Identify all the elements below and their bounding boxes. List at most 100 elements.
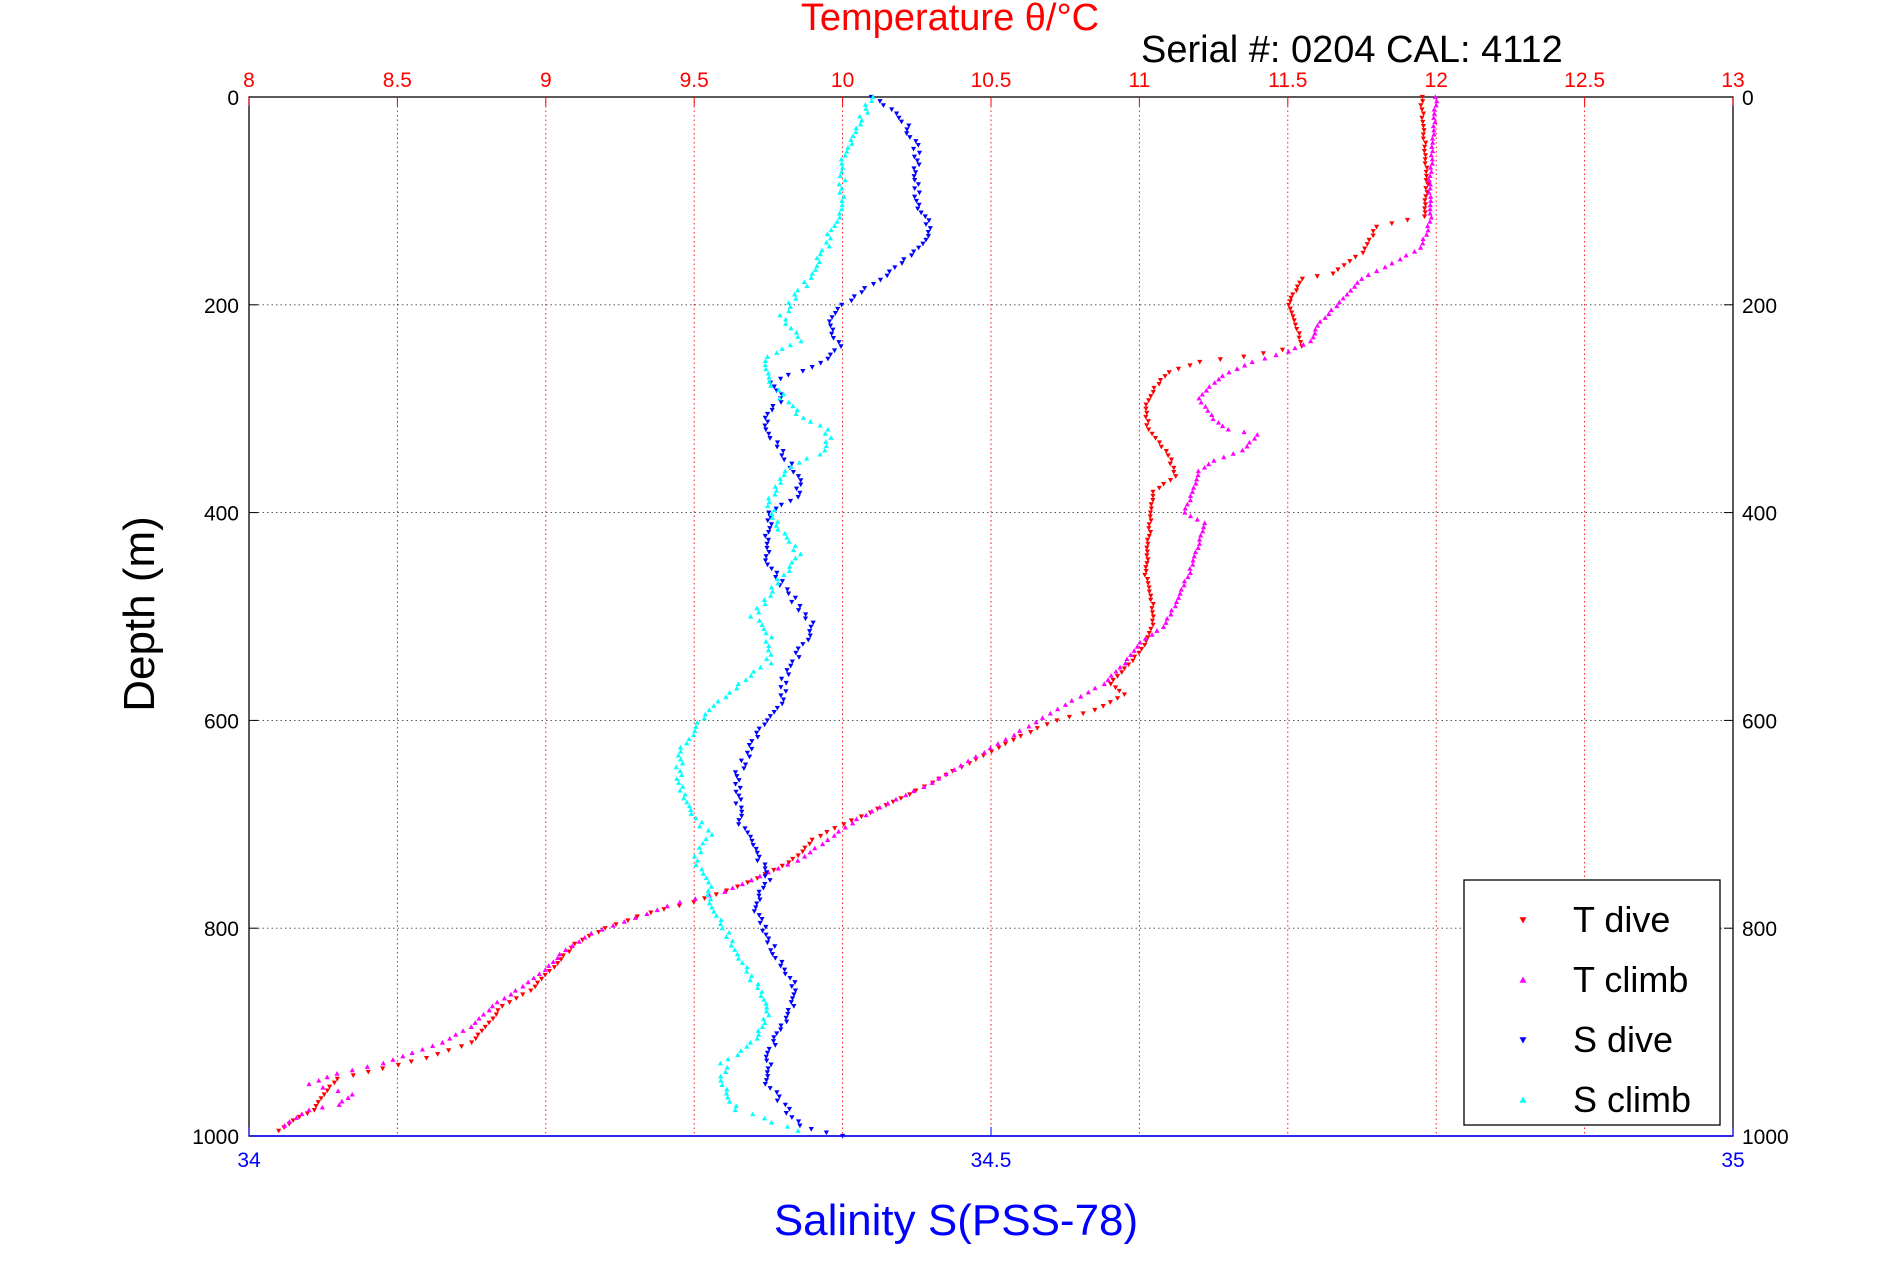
data-point	[1154, 628, 1160, 633]
data-point	[1146, 522, 1152, 527]
data-point	[723, 934, 729, 939]
data-point	[757, 664, 764, 670]
data-point	[1246, 439, 1253, 445]
data-point	[845, 145, 851, 150]
data-point	[682, 791, 688, 797]
data-point	[777, 376, 784, 382]
data-point	[528, 988, 534, 994]
data-point	[1202, 520, 1208, 526]
top-axis-tick-label: 12	[1425, 69, 1448, 92]
data-point	[1362, 246, 1368, 252]
data-point	[691, 732, 697, 738]
data-point	[1312, 330, 1318, 336]
data-point	[735, 955, 742, 961]
data-point	[762, 533, 768, 539]
data-point	[913, 170, 919, 175]
data-point	[1260, 351, 1267, 356]
legend-box	[1463, 879, 1721, 1126]
data-point	[769, 588, 776, 594]
data-point	[1121, 692, 1128, 698]
top-axis-tick-label: 13	[1721, 69, 1744, 92]
data-point	[741, 766, 747, 772]
data-point	[804, 283, 810, 289]
y-axis-label: Depth (m)	[115, 516, 164, 712]
data-point	[809, 837, 815, 843]
data-point	[795, 608, 802, 613]
data-point	[780, 697, 787, 703]
data-point	[1417, 245, 1424, 250]
series-t-dive	[276, 94, 1431, 1134]
data-point	[848, 137, 854, 142]
data-point	[841, 194, 847, 199]
data-point	[531, 975, 537, 981]
data-point	[534, 980, 541, 986]
data-point	[336, 1102, 342, 1107]
data-point	[785, 372, 791, 378]
data-point	[1146, 427, 1152, 433]
data-point	[958, 762, 964, 768]
data-point	[320, 1084, 326, 1090]
data-point	[808, 1126, 814, 1132]
data-point	[827, 235, 834, 241]
data-point	[711, 908, 717, 914]
data-point	[754, 858, 761, 864]
data-point	[632, 915, 638, 920]
data-point	[1167, 461, 1173, 467]
data-point	[1428, 198, 1434, 203]
right-axis-tick-label: 600	[1742, 710, 1777, 733]
data-point	[786, 300, 792, 305]
data-point	[744, 1044, 750, 1049]
data-point	[829, 331, 835, 337]
data-point	[1201, 464, 1208, 470]
data-point	[1285, 348, 1292, 354]
data-point	[778, 963, 784, 969]
data-point	[1322, 315, 1328, 320]
data-point	[1234, 366, 1240, 371]
data-point	[1314, 274, 1320, 279]
data-point	[1078, 693, 1084, 699]
data-point	[661, 907, 667, 912]
serial-cal-subtitle: Serial #: 0204 CAL: 4112	[1141, 29, 1563, 71]
data-point	[713, 913, 719, 918]
data-point	[1145, 635, 1151, 640]
data-point	[1195, 468, 1201, 474]
data-point	[674, 776, 680, 781]
data-point	[1010, 737, 1017, 743]
data-point	[763, 630, 769, 636]
data-point	[1434, 98, 1440, 104]
data-point	[1202, 404, 1209, 409]
data-point	[784, 534, 790, 540]
data-point	[1429, 135, 1436, 141]
data-point	[789, 984, 795, 989]
data-point	[1144, 549, 1150, 555]
data-point	[733, 1103, 739, 1108]
data-point	[807, 629, 813, 634]
data-point	[1112, 685, 1119, 691]
data-point	[785, 1007, 791, 1013]
data-point	[782, 530, 788, 536]
data-point	[754, 605, 760, 611]
data-point	[769, 566, 775, 572]
data-point	[763, 639, 769, 644]
data-point	[1055, 706, 1061, 712]
data-point	[1422, 157, 1428, 162]
data-point	[877, 99, 883, 104]
data-point	[719, 925, 725, 931]
data-point	[831, 348, 838, 354]
data-point	[1382, 264, 1388, 270]
data-point	[703, 836, 709, 842]
data-point	[988, 749, 995, 755]
data-point	[1171, 465, 1177, 471]
data-point	[691, 900, 697, 905]
data-point	[736, 822, 742, 827]
data-point	[771, 384, 777, 390]
data-point	[796, 460, 802, 465]
data-point	[795, 494, 801, 500]
data-point	[1287, 299, 1293, 304]
data-point	[1326, 311, 1332, 316]
data-point	[792, 291, 798, 297]
data-point	[1187, 513, 1194, 519]
data-point	[810, 620, 816, 626]
data-point	[764, 1004, 770, 1010]
data-point	[1116, 688, 1122, 694]
